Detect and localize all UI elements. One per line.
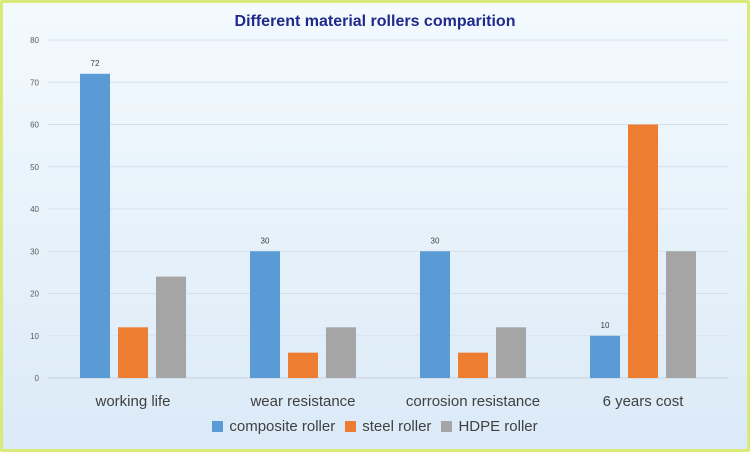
- y-tick-label: 10: [30, 332, 39, 341]
- chart-legend: composite roller steel roller HDPE roller: [3, 418, 747, 435]
- bar-hdpe-roller: [496, 327, 526, 378]
- bar-hdpe-roller: [156, 276, 186, 378]
- y-tick-label: 20: [30, 290, 39, 299]
- bar-hdpe-roller: [326, 327, 356, 378]
- y-tick-label: 70: [30, 78, 39, 87]
- y-tick-label: 30: [30, 247, 39, 256]
- bar-composite-roller: [420, 251, 450, 378]
- y-tick-label: 0: [35, 374, 40, 383]
- legend-label: HDPE roller: [458, 418, 538, 435]
- legend-swatch: [345, 421, 357, 432]
- legend-item: HDPE roller: [441, 418, 538, 435]
- bar-composite-roller: [80, 73, 110, 379]
- legend-label: composite roller: [229, 418, 336, 435]
- bar-steel-roller: [628, 124, 658, 378]
- chart-title: Different material rollers comparition: [234, 13, 516, 30]
- legend-label: steel roller: [362, 418, 432, 435]
- bar-composite-roller: [250, 251, 280, 378]
- y-tick-label: 40: [30, 205, 39, 214]
- bar-steel-roller: [118, 327, 148, 378]
- bar-composite-roller: [590, 335, 620, 378]
- x-tick-label: 6 years cost: [603, 393, 685, 410]
- legend-item: steel roller: [345, 418, 431, 435]
- y-tick-label: 50: [30, 163, 39, 172]
- data-label: 72: [91, 59, 100, 68]
- data-label: 30: [431, 236, 440, 245]
- data-label: 10: [601, 321, 610, 330]
- data-label: 30: [261, 236, 270, 245]
- bar-steel-roller: [458, 352, 488, 378]
- y-tick-label: 80: [30, 36, 39, 45]
- x-tick-label: corrosion resistance: [406, 393, 540, 410]
- bar-chart: 0 10 20 30 40 50 60 70 80 working life wear resist…: [30, 36, 728, 410]
- x-tick-label: wear resistance: [249, 393, 355, 410]
- bar-steel-roller: [288, 352, 318, 378]
- bar-hdpe-roller: [666, 251, 696, 378]
- legend-item: composite roller: [212, 418, 335, 435]
- x-tick-label: working life: [94, 393, 170, 410]
- y-tick-label: 60: [30, 121, 39, 130]
- legend-swatch: [441, 421, 453, 432]
- legend-swatch: [212, 421, 224, 432]
